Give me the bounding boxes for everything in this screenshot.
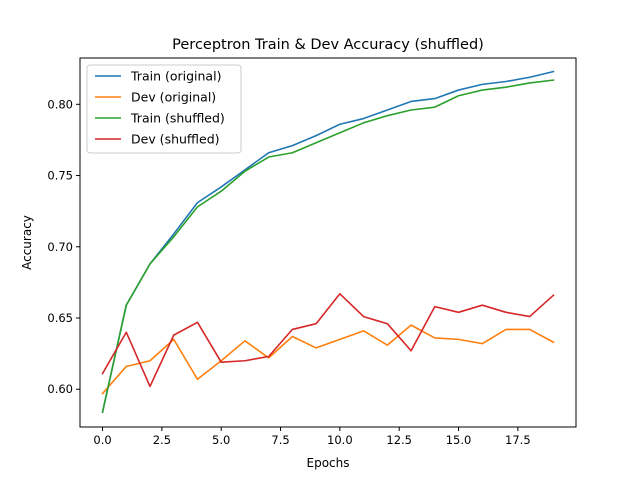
y-axis-label: Accuracy [20,215,34,270]
y-tick-label: 0.75 [47,169,73,183]
x-tick-label: 10.0 [327,433,353,447]
x-tick-label: 2.5 [153,433,171,447]
legend-label-0: Train (original) [130,69,221,84]
x-tick-label: 17.5 [505,433,531,447]
series-line-0 [101,70,555,413]
x-axis: 0.0 2.5 5.0 7.5 10.0 12.5 15.0 17.5 [93,427,531,447]
series-line-3 [101,292,555,388]
x-tick-label: 5.0 [212,433,230,447]
y-tick-label: 0.65 [47,311,73,325]
series-line-1 [101,324,555,395]
legend-label-3: Dev (shuffled) [131,132,220,147]
legend: Train (original) Dev (original) Train (shu… [86,64,242,154]
legend-label-1: Dev (original) [131,90,216,105]
y-tick-label: 0.70 [47,240,73,254]
x-tick-label: 15.0 [446,433,472,447]
x-tick-label: 12.5 [386,433,412,447]
x-tick-label: 7.5 [271,433,289,447]
y-tick-label: 0.80 [47,97,73,111]
y-axis: 0.60 0.65 0.70 0.75 0.80 [47,97,80,396]
x-tick-label: 0.0 [93,433,111,447]
series-layer [101,70,555,413]
x-axis-label: Epochs [307,456,350,470]
series-line-2 [101,79,555,413]
plot-frame [79,57,577,428]
y-tick-label: 0.60 [47,382,73,396]
legend-box [86,64,242,154]
legend-label-2: Train (shuffled) [130,111,225,126]
chart-title: Perceptron Train & Dev Accuracy (shuffle… [172,37,484,53]
